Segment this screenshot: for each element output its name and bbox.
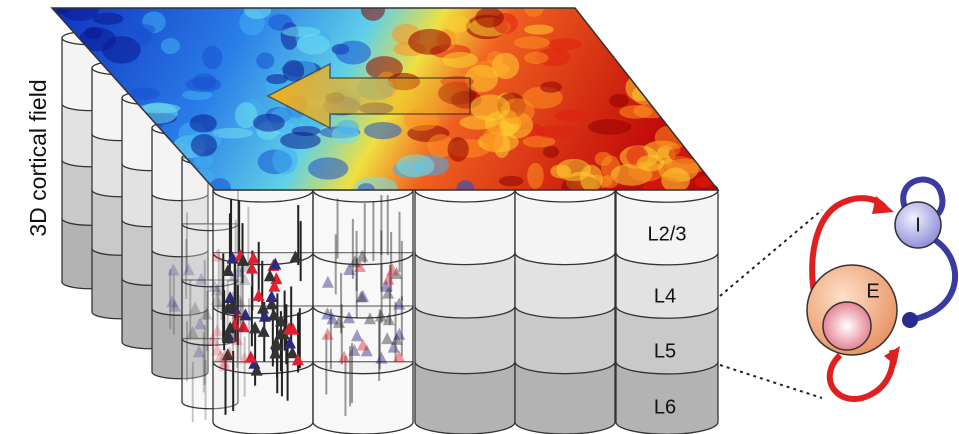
axis-label: 3D cortical field (25, 79, 51, 236)
heatmap-blob (191, 134, 217, 157)
heatmap-blob (543, 146, 559, 158)
heatmap-blob (190, 114, 217, 132)
heatmap-blob (470, 94, 510, 120)
excitatory-label: E (866, 280, 879, 302)
layer-label: L5 (654, 340, 676, 362)
heatmap-blob (661, 168, 690, 193)
heatmap-blob (408, 29, 451, 55)
heatmap-blob (202, 46, 222, 70)
heatmap-blob (535, 125, 575, 138)
layer-label: L2/3 (648, 223, 687, 245)
heatmap-blob (540, 82, 562, 93)
heatmap-blob (524, 52, 548, 64)
layer-label: L4 (654, 285, 676, 307)
circuit: E I (807, 180, 955, 400)
heatmap-blob (483, 126, 503, 152)
heatmap-blob (580, 165, 603, 192)
heatmap-blob (292, 126, 321, 136)
heatmap-blob (619, 105, 652, 119)
inhibitory-label: I (915, 214, 921, 236)
heatmap-blob (396, 154, 434, 177)
heatmap-blob (555, 110, 592, 122)
heatmap-blob (446, 15, 470, 32)
heatmap-blob (448, 137, 469, 162)
heatmap-blob (514, 36, 550, 49)
heatmap-blob (442, 52, 478, 68)
heatmap-blob (588, 119, 631, 135)
inhibitory-projection (910, 240, 955, 320)
heatmap-blob (297, 34, 330, 54)
heatmap-blob (637, 155, 664, 171)
heatmap-blob (475, 7, 503, 27)
heatmap-blob (253, 114, 285, 132)
heatmap-blob (266, 74, 287, 84)
heatmap-blob (128, 24, 155, 35)
zoom-line (720, 365, 822, 398)
excitatory-core (823, 302, 871, 350)
heatmap-blob (600, 175, 618, 188)
heatmap-blob (268, 14, 292, 31)
heatmap-blob (161, 38, 180, 54)
heatmap-blob (695, 176, 713, 187)
heatmap-blob (364, 122, 402, 139)
heatmap-blob (609, 94, 628, 108)
heatmap-blob (492, 53, 519, 79)
heatmap-blob (93, 13, 123, 25)
heatmap-blob (335, 41, 371, 65)
column (515, 178, 615, 434)
synapse (902, 312, 918, 328)
heatmap-blob (308, 157, 348, 179)
heatmap-blob (524, 25, 554, 35)
figure: 3D cortical field L2/3 L4 L5 L6 E I (0, 0, 959, 434)
heatmap-blob (499, 176, 524, 187)
heatmap-blob (272, 147, 297, 175)
column (415, 178, 515, 434)
heatmap-blob (595, 152, 612, 166)
heatmap-blob (244, 1, 271, 19)
heatmap-blob (336, 120, 359, 134)
heatmap-blob (256, 52, 274, 69)
zoom-line (720, 210, 822, 296)
heatmap-blob (527, 163, 544, 189)
heatmap-blob (186, 77, 222, 92)
excitatory-recurrent (830, 350, 893, 399)
layer-label: L6 (654, 396, 676, 418)
